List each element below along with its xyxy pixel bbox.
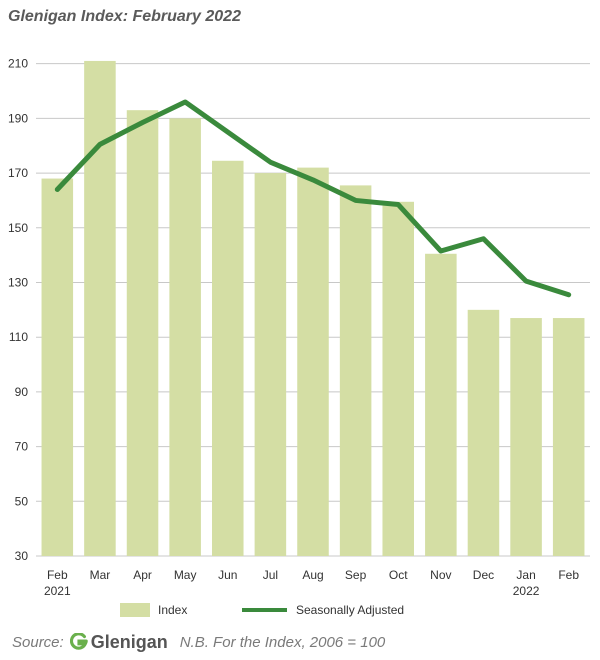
y-tick-label: 110 — [9, 330, 28, 344]
source-label: Source: — [12, 633, 64, 651]
bar-index-8 — [382, 201, 414, 557]
y-tick-label: 50 — [15, 494, 29, 508]
x-tick-label: Feb — [558, 568, 579, 582]
legend: Index Seasonally Adjusted — [120, 603, 404, 617]
bar-index-2 — [126, 110, 159, 556]
glenigan-wordmark: Glenigan — [90, 631, 168, 652]
x-tick-label: Mar — [90, 568, 111, 582]
glenigan-logo: Glenigan — [69, 631, 168, 653]
x-axis-ticks: Feb 2021 Mar Apr May Jun Jul Aug Sep Oct Nov Dec Jan… — [44, 568, 579, 598]
x-tick-label: Nov — [430, 568, 451, 582]
legend-label-seasonally-adjusted: Seasonally Adjusted — [296, 603, 404, 617]
bar-index-3 — [169, 118, 201, 556]
y-tick-label: 30 — [15, 549, 29, 563]
x-tick-label: Jul — [263, 568, 278, 582]
bar-index-9 — [425, 253, 457, 556]
x-tick-label: Feb — [47, 568, 68, 582]
bar-index-1 — [84, 60, 116, 556]
bar-index-12 — [552, 318, 585, 556]
x-tick-year-label: 2021 — [44, 584, 71, 598]
y-tick-label: 170 — [8, 166, 28, 180]
x-tick-label: Dec — [473, 568, 494, 582]
x-tick-label: Aug — [302, 568, 323, 582]
bar-index-10 — [467, 309, 500, 556]
x-tick-label: Sep — [345, 568, 367, 582]
x-tick-label: Oct — [389, 568, 408, 582]
line-series — [54, 99, 572, 298]
bar-index-5 — [254, 173, 287, 556]
bar-index-6 — [297, 167, 329, 556]
glenigan-g-icon — [69, 633, 88, 650]
bar-index-4 — [212, 160, 244, 556]
y-tick-label: 150 — [8, 221, 28, 235]
y-tick-label: 210 — [8, 57, 28, 71]
y-tick-label: 130 — [8, 275, 28, 289]
x-tick-label: Jan — [516, 568, 535, 582]
source-footer: Source: Glenigan N.B. For the Index, 200… — [12, 630, 385, 654]
index-base-note: N.B. For the Index, 2006 = 100 — [179, 633, 386, 651]
x-tick-year-label: 2022 — [513, 584, 540, 598]
bar-index-0 — [41, 178, 74, 557]
bar-series — [41, 60, 585, 557]
chart-plot: 30 50 70 90 110 130 150 170 190 210 Feb 2021 Mar Apr… — [8, 57, 590, 617]
y-tick-label: 90 — [15, 385, 29, 399]
y-tick-label: 190 — [8, 111, 28, 125]
bar-index-11 — [510, 318, 542, 556]
y-tick-label: 70 — [15, 440, 29, 454]
y-axis-ticks: 30 50 70 90 110 130 150 170 190 210 — [8, 57, 28, 563]
x-tick-label: Jun — [218, 568, 237, 582]
legend-swatch-index — [120, 603, 150, 617]
legend-label-index: Index — [158, 603, 187, 617]
x-tick-label: Apr — [133, 568, 152, 582]
line-seasonally-adjusted — [54, 99, 572, 298]
bar-index-7 — [339, 185, 372, 556]
chart-title: Glenigan Index: February 2022 — [8, 8, 241, 25]
x-tick-label: May — [174, 568, 197, 582]
